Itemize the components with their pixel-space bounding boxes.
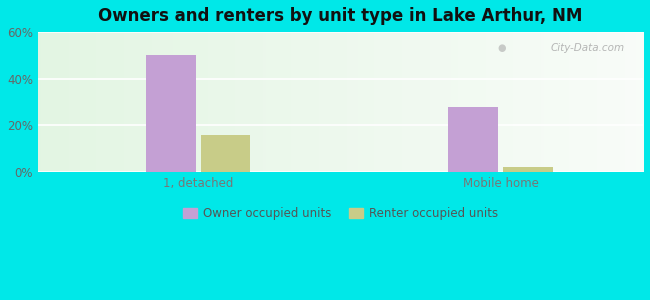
Title: Owners and renters by unit type in Lake Arthur, NM: Owners and renters by unit type in Lake … [98, 7, 582, 25]
Bar [448, 107, 498, 172]
Text: City-Data.com: City-Data.com [551, 43, 625, 53]
Bar [146, 56, 196, 172]
Bar [200, 135, 250, 172]
Bar [503, 167, 553, 172]
Legend: Owner occupied units, Renter occupied units: Owner occupied units, Renter occupied un… [178, 202, 503, 225]
Text: ●: ● [498, 43, 506, 53]
